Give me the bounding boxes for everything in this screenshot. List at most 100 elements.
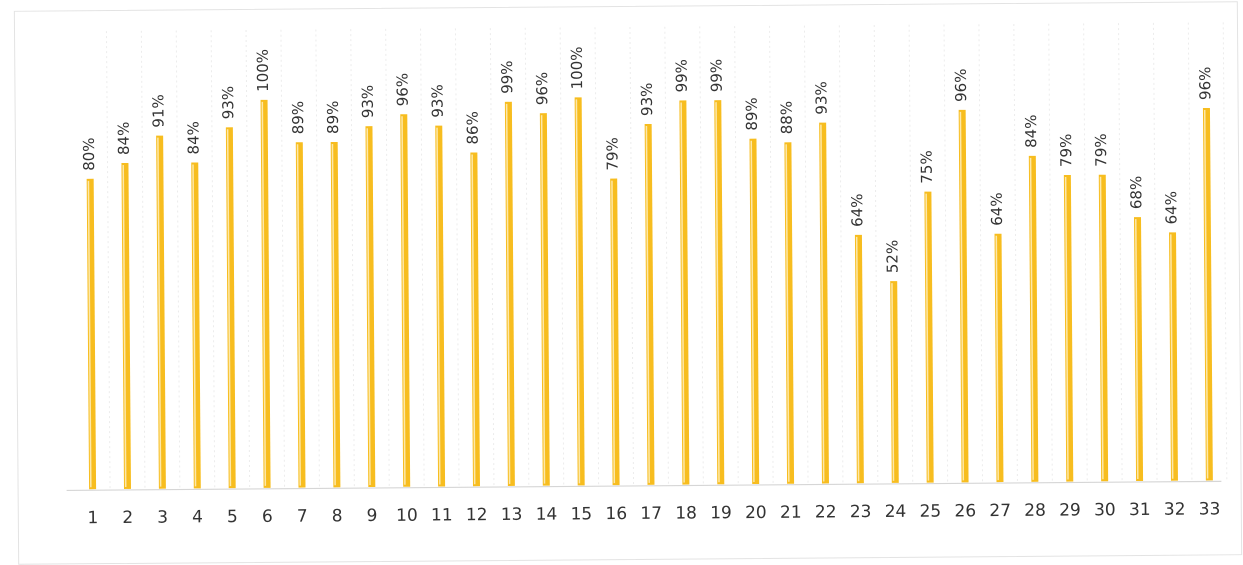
data-label-27: 64%	[988, 192, 1006, 225]
data-label-5: 93%	[219, 86, 237, 119]
x-tick-19: 19	[710, 503, 732, 523]
x-tick-26: 26	[954, 501, 976, 521]
gridline	[175, 30, 181, 489]
bar-highlight-7	[296, 144, 301, 486]
bar-chart: 80% 84% 91% 84% 93% 100% 89% 89% 93% 96% 93% 86% 99%…	[66, 22, 1228, 528]
data-label-4: 84%	[184, 121, 202, 154]
gridline	[315, 29, 320, 488]
gridline	[524, 27, 530, 486]
data-label-26: 96%	[952, 68, 970, 101]
x-tick-15: 15	[571, 504, 593, 524]
data-label-18: 99%	[673, 59, 691, 92]
gridline	[210, 30, 216, 489]
gridline	[454, 28, 460, 487]
x-tick-14: 14	[536, 505, 558, 525]
gridline	[489, 28, 495, 487]
bar-highlight-30	[1099, 176, 1104, 480]
gridline	[1118, 23, 1123, 482]
bar-highlight-26	[959, 111, 965, 481]
x-tick-13: 13	[501, 505, 523, 525]
x-tick-24: 24	[885, 502, 907, 522]
gridline	[1187, 22, 1193, 481]
bar-highlight-11	[436, 127, 441, 485]
data-label-14: 96%	[533, 72, 551, 105]
x-tick-32: 32	[1164, 500, 1186, 520]
data-label-11: 93%	[428, 84, 446, 117]
gridline	[385, 28, 390, 487]
x-tick-11: 11	[431, 505, 453, 525]
gridlines	[105, 22, 1228, 490]
gridline	[280, 29, 286, 488]
data-label-32: 64%	[1162, 191, 1180, 224]
data-label-28: 84%	[1022, 114, 1040, 147]
x-tick-27: 27	[989, 501, 1011, 521]
data-label-6: 100%	[254, 49, 272, 92]
x-tick-5: 5	[227, 507, 238, 527]
gridline	[559, 27, 565, 486]
bar-highlight-23	[855, 236, 860, 482]
gridline	[350, 29, 355, 488]
bar-highlight-15	[575, 99, 581, 484]
bar-highlight-2	[122, 165, 127, 487]
bar-highlight-31	[1135, 219, 1139, 480]
bar-highlight-17	[645, 126, 650, 483]
bar-highlight-6	[261, 101, 267, 486]
x-tick-2: 2	[122, 508, 133, 528]
gridline	[140, 30, 146, 489]
gridline	[594, 27, 600, 486]
bar-highlight-1	[87, 180, 92, 488]
x-tick-8: 8	[332, 506, 343, 526]
x-tick-12: 12	[466, 505, 488, 525]
data-label-2: 84%	[115, 122, 133, 155]
data-label-20: 89%	[743, 97, 761, 130]
x-tick-33: 33	[1199, 499, 1221, 519]
bar-highlight-20	[750, 140, 755, 483]
gridline	[1083, 23, 1088, 482]
gridline	[908, 24, 914, 483]
x-tick-21: 21	[780, 503, 802, 523]
data-label-3: 91%	[149, 94, 167, 127]
bar-highlight-21	[785, 144, 790, 482]
x-axis-line	[66, 480, 1222, 492]
gridline	[943, 24, 949, 483]
bar-highlight-3	[157, 137, 162, 487]
data-label-29: 79%	[1057, 134, 1075, 167]
bar-highlight-18	[680, 102, 685, 483]
x-tick-31: 31	[1129, 500, 1151, 520]
gridline	[1152, 22, 1158, 481]
x-tick-6: 6	[262, 507, 273, 527]
bar-highlight-14	[540, 115, 546, 484]
bars	[86, 97, 1213, 490]
x-tick-7: 7	[297, 507, 308, 527]
bar-highlight-27	[995, 235, 999, 481]
gridline	[664, 26, 669, 485]
x-tick-9: 9	[367, 506, 378, 526]
data-label-17: 93%	[638, 83, 656, 116]
chart-area: 80% 84% 91% 84% 93% 100% 89% 89% 93% 96% 93% 86% 99%…	[13, 1, 1243, 565]
x-tick-30: 30	[1094, 500, 1116, 520]
bar-highlight-33	[1203, 109, 1209, 479]
x-tick-29: 29	[1059, 500, 1081, 520]
gridline	[1048, 23, 1053, 482]
x-tick-18: 18	[675, 503, 697, 523]
gridline	[734, 26, 739, 485]
bar-highlight-16	[611, 180, 616, 484]
data-label-8: 89%	[324, 101, 342, 134]
x-tick-28: 28	[1024, 501, 1046, 521]
gridline	[420, 28, 425, 487]
bar-highlight-22	[820, 124, 825, 482]
gridline	[245, 29, 251, 488]
bar-highlight-13	[505, 103, 511, 484]
bar-highlight-29	[1064, 177, 1069, 480]
gridline	[699, 26, 704, 485]
bar-highlight-19	[715, 102, 720, 483]
bar-highlight-32	[1170, 234, 1174, 479]
bar-highlight-4	[192, 164, 197, 487]
x-tick-3: 3	[157, 508, 168, 528]
bar-highlight-5	[226, 129, 232, 487]
bar-highlight-9	[366, 128, 371, 486]
data-label-9: 93%	[359, 85, 377, 118]
data-label-24: 52%	[883, 240, 901, 273]
data-label-23: 64%	[848, 193, 866, 226]
bar-highlight-25	[925, 193, 930, 481]
